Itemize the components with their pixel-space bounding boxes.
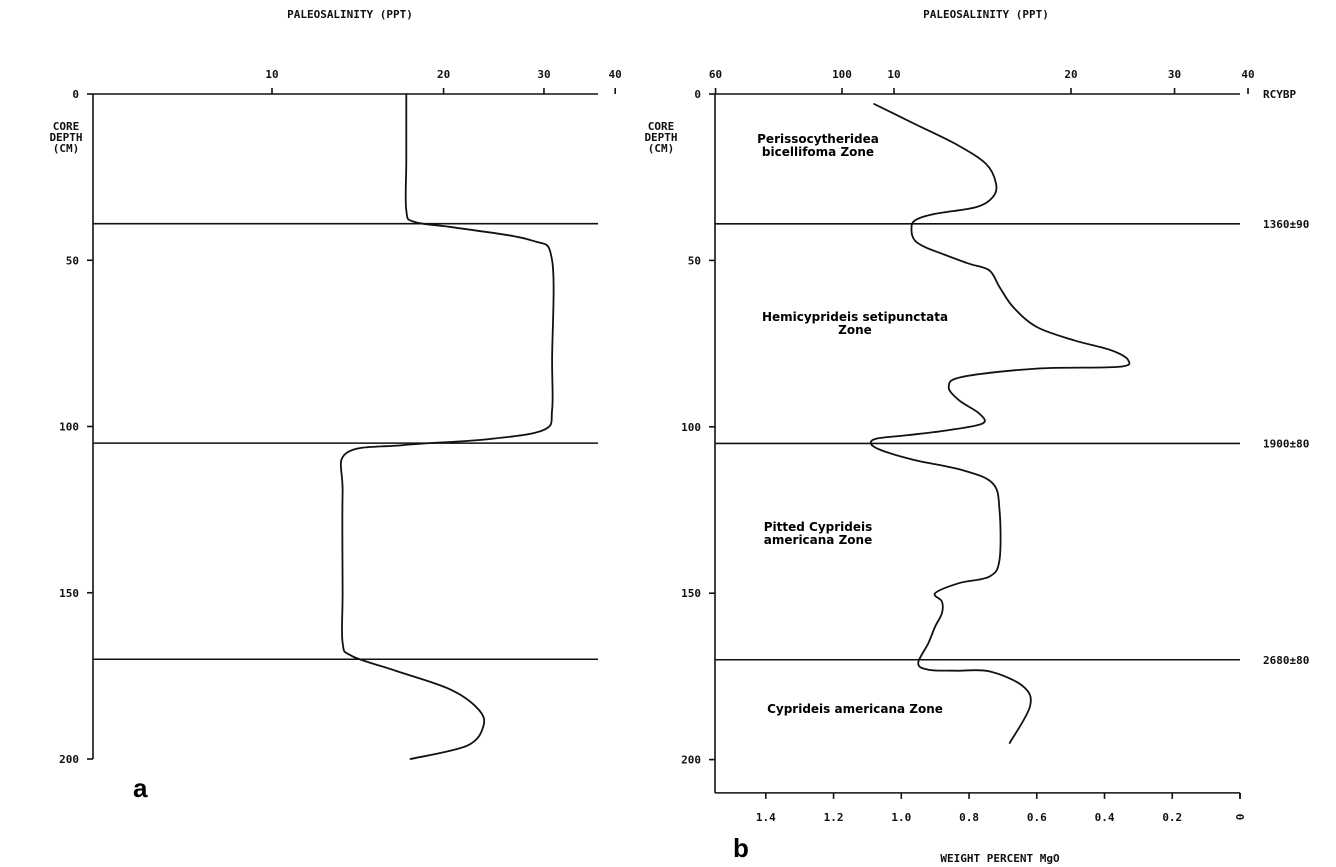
panel-a-label: a [133,773,148,803]
top-tick-label: 10 [887,68,900,81]
top-tick-label: 30 [537,68,550,81]
panel-a-y-ticks: 0 50 100 150 200 [59,88,93,766]
x-tick-label: 0.6 [1027,811,1047,824]
x-tick-label: 1.4 [756,811,776,824]
panel-b-x-ticks: 1.4 1.2 1.0 0.8 0.6 0.4 0.2 0 [756,792,1246,824]
panel-a-axes [92,88,843,759]
zone-label: Perissocytheridea [757,132,879,146]
panel-b-label: b [733,833,749,863]
radiocarbon-date-label: 2680±80 [1263,654,1309,667]
panel-b: PALEOSALINITY (PPT) 10 20 30 40 60 100 COREDE… [644,8,1309,865]
zone-label: Hemicyprideis setipunctata [762,310,948,324]
top-tick-label: 20 [1064,68,1077,81]
y-tick-label: 200 [681,754,701,767]
top-tick-label: 100 [832,68,852,81]
zone-label: Pitted Cyprideis [764,520,873,534]
panel-a-top-tick-labels: 10 20 30 40 60 100 [265,68,852,81]
y-tick-label: 100 [681,421,701,434]
radiocarbon-date-label: 1360±90 [1263,218,1309,231]
panel-b-radiocarbon-dates: 1360±90 1900±80 2680±80 [1263,218,1309,667]
zone-label: americana Zone [764,533,872,547]
top-tick-label: 10 [265,68,278,81]
top-tick-label: 20 [437,68,450,81]
panel-a-title: PALEOSALINITY (PPT) [287,8,413,21]
series-line [339,93,555,760]
zone-label: bicellifoma Zone [762,145,874,159]
y-tick-label: 0 [694,88,701,101]
top-tick-label: 40 [609,68,622,81]
y-tick-label: 150 [681,587,701,600]
y-axis-title-line: (CM) [648,142,675,155]
panel-b-right-axis-title: RCYBP [1263,88,1296,101]
y-tick-label: 150 [59,587,79,600]
panel-b-zone-boundaries [715,222,1240,661]
x-tick-label: 1.2 [824,811,844,824]
panel-a-series [339,93,555,760]
panel-b-series [869,103,1131,744]
y-tick-label: 100 [59,421,79,434]
x-tick-label: 1.0 [891,811,911,824]
y-axis-title-line: CORE [648,120,675,133]
panel-a: PALEOSALINITY (PPT) 10 20 30 40 60 100 COREDE… [49,8,852,803]
panel-a-zone-boundaries [93,222,598,661]
x-tick-label: 0.2 [1162,811,1182,824]
panel-b-y-ticks: 0 50 100 150 200 [681,88,715,767]
x-tick-label: 0.8 [959,811,979,824]
y-axis-title-line: (CM) [53,142,80,155]
y-tick-label: 200 [59,753,79,766]
series-line [869,103,1131,744]
radiocarbon-date-label: 1900±80 [1263,437,1309,450]
panel-b-x-axis-title: WEIGHT PERCENT MgO [940,852,1060,865]
panel-b-title: PALEOSALINITY (PPT) [923,8,1049,21]
y-axis-title-line: DEPTH [644,131,677,144]
top-tick-label: 60 [709,68,722,81]
top-tick-label: 40 [1241,68,1254,81]
y-tick-label: 50 [688,254,701,267]
y-axis-title-line: DEPTH [49,131,82,144]
zone-label: Zone [838,323,872,337]
top-tick-label: 30 [1168,68,1181,81]
y-axis-title-line: CORE [53,120,80,133]
y-tick-label: 0 [72,88,79,101]
x-tick-label: 0.4 [1095,811,1115,824]
y-tick-label: 50 [66,254,79,267]
x-tick-label: 0 [1233,814,1246,821]
zone-label: Cyprideis americana Zone [767,702,943,716]
